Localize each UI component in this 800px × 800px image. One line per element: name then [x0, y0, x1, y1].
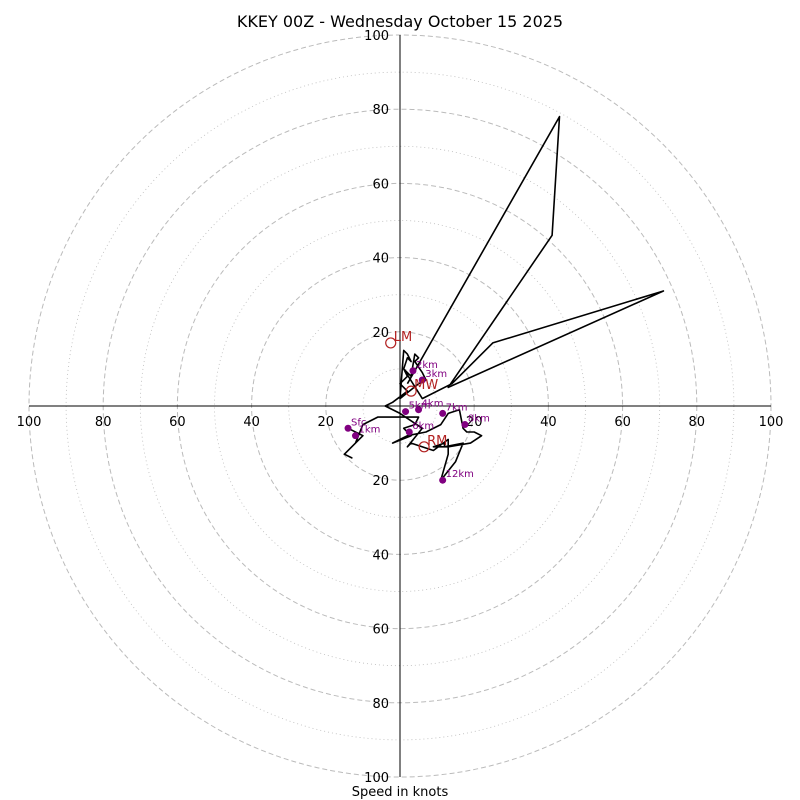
chart-title: KKEY 00Z - Wednesday October 15 2025: [237, 12, 563, 31]
x-tick-label: 20: [466, 415, 483, 430]
y-tick-label: 100: [364, 771, 389, 786]
height-marker-dot: [461, 421, 469, 429]
height-marker-dot: [418, 376, 426, 384]
storm-motion-label: LM: [394, 330, 412, 345]
height-marker-label: 5km: [409, 401, 431, 412]
height-marker-dot: [344, 424, 352, 432]
storm-motion-marker: [385, 337, 397, 349]
height-marker-dot: [409, 367, 417, 375]
height-marker-label: 1km: [358, 425, 380, 436]
height-marker-dot: [439, 409, 447, 417]
height-marker-label: 7km: [446, 402, 468, 413]
y-tick-label: 20: [372, 474, 389, 489]
height-marker-label: 8km: [468, 414, 490, 425]
axes: [29, 35, 771, 777]
height-marker-label: Sfc: [351, 417, 366, 428]
x-tick-label: 60: [169, 415, 186, 430]
x-tick-label: 100: [759, 415, 784, 430]
storm-motion-marker: [405, 385, 417, 397]
height-marker-label: 4km: [422, 399, 444, 410]
y-tick-label: 80: [372, 103, 389, 118]
height-marker-dot: [415, 406, 423, 414]
height-marker-dot: [402, 408, 410, 416]
y-tick-label: 80: [372, 697, 389, 712]
storm-motion-markers: LM MW RM: [385, 330, 447, 453]
x-tick-label: 80: [95, 415, 112, 430]
y-tick-label: 40: [372, 252, 389, 267]
x-tick-label: 20: [318, 415, 335, 430]
height-marker-label: 12km: [446, 469, 474, 480]
hodograph-trace: [343, 115, 665, 482]
height-marker-dot: [351, 432, 359, 440]
x-tick-label: 100: [17, 415, 42, 430]
x-tick-label: 40: [243, 415, 260, 430]
y-tick-label: 60: [372, 177, 389, 192]
y-tick-label: 40: [372, 548, 389, 563]
x-tick-label: 60: [614, 415, 631, 430]
height-marker-label: 3km: [425, 369, 447, 380]
storm-motion-label: RM: [427, 434, 447, 449]
storm-motion-label: MW: [414, 378, 438, 393]
x-tick-label: 40: [540, 415, 557, 430]
x-tick-label: 80: [689, 415, 706, 430]
height-marker-label: 6km: [412, 421, 434, 432]
height-marker-dot: [405, 428, 413, 436]
x-tick-labels: 100 80 60 40 20 20 40 60 80 100: [17, 415, 784, 430]
height-marker-label: 2km: [416, 360, 438, 371]
y-tick-labels: 100 80 60 40 20 20 40 60 80 100: [364, 29, 389, 786]
y-tick-label: 60: [372, 623, 389, 638]
y-tick-label: 100: [364, 29, 389, 44]
height-marker-dot: [439, 476, 447, 484]
y-tick-label: 20: [372, 326, 389, 341]
storm-motion-marker: [418, 441, 430, 453]
x-axis-label: Speed in knots: [352, 785, 449, 800]
hodograph-trace-group: [343, 115, 665, 482]
